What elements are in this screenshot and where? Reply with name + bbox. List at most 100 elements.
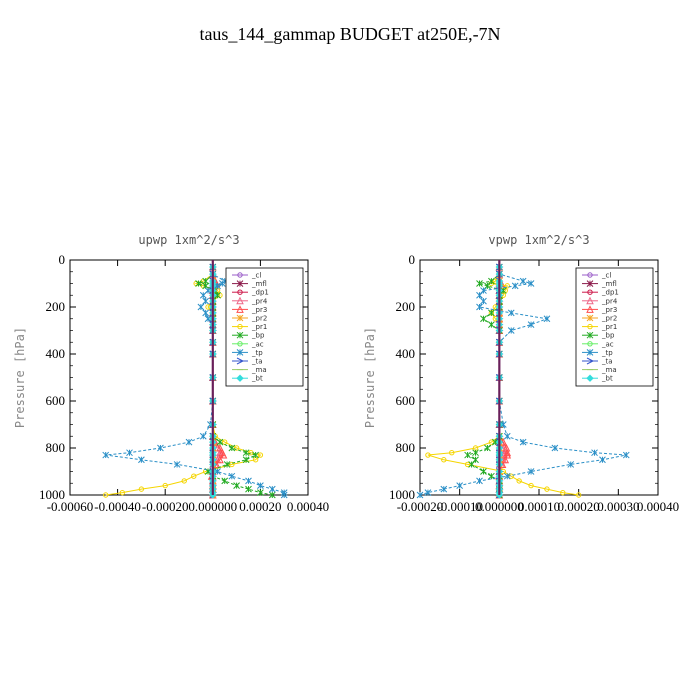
- vpwp-legend-label_pr2: _pr2: [601, 315, 617, 323]
- upwp-point_pr3: [216, 443, 224, 452]
- vpwp-legend-marker_cl: [587, 272, 593, 278]
- vpwp-legend-label_ta: _ta: [601, 358, 613, 366]
- upwp-legend-label_pr4: _pr4: [251, 297, 268, 305]
- vpwp-point_pr1: [516, 478, 522, 484]
- upwp-legend-label_mfl: _mfl: [251, 280, 267, 288]
- upwp-legend-marker_ta: [236, 357, 245, 365]
- upwp-point_bp: [228, 444, 236, 452]
- upwp-legend-label_tp: _tp: [251, 349, 263, 357]
- upwp-point_pr1: [138, 486, 145, 492]
- upwp-legend-label_ac: _ac: [251, 340, 264, 348]
- upwp-point_tp: [199, 432, 207, 440]
- upwp-point_tp: [257, 482, 264, 489]
- upwp-point_tp: [228, 472, 236, 480]
- vpwp-legend-marker_ac: [587, 341, 593, 347]
- upwp-point_tp: [245, 477, 252, 485]
- upwp-legend-label_pr1: _pr1: [251, 323, 267, 331]
- upwp-point_pr1: [191, 473, 197, 479]
- vpwp-point_pr1: [560, 489, 566, 496]
- vpwp-point_tp: [476, 477, 483, 485]
- vpwp-legend-label_bt: _bt: [601, 375, 613, 383]
- vpwp-point_tp: [567, 461, 575, 468]
- vpwp-point_bp: [488, 321, 495, 328]
- vpwp-point_tp: [519, 277, 527, 285]
- upwp-legend-label_cl: _cl: [251, 272, 261, 280]
- vpwp-legend-label_ma: _ma: [601, 366, 617, 374]
- upwp-legend-marker_dp1: [237, 289, 243, 295]
- upwp-point_bp: [214, 291, 221, 299]
- vpwp-legend-marker_mfl: [586, 280, 594, 287]
- vpwp-point_tp: [476, 291, 483, 299]
- vpwp-point_pr1: [544, 486, 550, 492]
- upwp-point_pr3: [219, 450, 228, 459]
- vpwp-point_bp: [472, 456, 479, 464]
- upwp-point_pr4: [216, 450, 224, 459]
- upwp-legend-marker_ac: [237, 341, 243, 347]
- upwp-panel-title: upwp 1xm^2/s^3: [138, 233, 239, 247]
- vpwp-legend-label_dp1: _dp1: [601, 289, 619, 297]
- upwp-legend-marker_cl: [237, 272, 243, 278]
- vpwp-legend-marker_bp: [586, 331, 594, 339]
- vpwp-point_pr1: [504, 283, 510, 289]
- upwp-legend-marker_tp: [236, 349, 244, 356]
- vpwp-xtick-label: -0.00010: [436, 499, 483, 514]
- upwp-legend-marker_pr2: [236, 314, 244, 322]
- vpwp-point_bp: [484, 282, 491, 290]
- upwp-legend-label_bt: _bt: [251, 375, 263, 383]
- upwp-xtick-label: -0.00040: [94, 499, 141, 514]
- vpwp-legend-label_pr4: _pr4: [601, 297, 618, 305]
- upwp-ytick-label: 1000: [39, 487, 65, 502]
- vpwp-point_pr3: [503, 450, 512, 459]
- upwp-point_tp: [204, 315, 212, 323]
- vpwp-point_pr1: [488, 439, 495, 445]
- vpwp-legend-marker_pr4: [586, 296, 594, 305]
- vpwp-legend-marker_tp: [586, 349, 594, 356]
- vpwp-ytick-label: 400: [396, 346, 416, 361]
- upwp-point_pr1: [257, 452, 264, 458]
- vpwp-point_tp: [599, 456, 606, 464]
- upwp-point_bp: [221, 477, 229, 485]
- upwp-point_bp: [252, 451, 259, 459]
- vpwp-legend-label_pr1: _pr1: [601, 323, 617, 331]
- upwp-point_bp: [268, 491, 276, 499]
- vpwp-ytick-label: 200: [396, 299, 416, 314]
- upwp-point_bp: [223, 461, 231, 468]
- vpwp-point_tp: [551, 444, 559, 452]
- vpwp-point_tp: [507, 309, 515, 317]
- vpwp-point_tp: [527, 468, 535, 475]
- upwp-point_pr1: [233, 445, 240, 451]
- vpwp-xtick-label: 0.00040: [637, 499, 679, 514]
- upwp-legend-marker_pr1: [237, 323, 243, 330]
- vpwp-ylabel: Pressure [hPa]: [363, 327, 377, 428]
- upwp-ytick-label: 800: [46, 440, 66, 455]
- vpwp-point_pr1: [449, 450, 455, 456]
- vpwp-point_bp: [484, 444, 491, 452]
- vpwp-point_tp: [440, 485, 448, 493]
- upwp-point_pr1: [119, 489, 126, 496]
- upwp-point_tp: [199, 291, 207, 299]
- upwp-point_tp: [214, 468, 221, 475]
- upwp-legend-label_ma: _ma: [251, 366, 267, 374]
- upwp-ylabel: Pressure [hPa]: [13, 327, 27, 428]
- upwp-legend-marker_bp: [236, 331, 244, 339]
- upwp-point_bp: [242, 449, 250, 457]
- vpwp-legend-marker_pr3: [586, 305, 594, 313]
- vpwp-legend-marker_dp1: [587, 289, 593, 295]
- upwp-point_tp: [197, 303, 205, 311]
- vpwp-point_bp: [488, 309, 495, 317]
- vpwp-point_bp: [472, 449, 479, 457]
- vpwp-panel: vpwp 1xm^2/s^3 0 200 400 600 800 1000-0.00020-…: [363, 233, 679, 514]
- upwp-xtick-label: 0.000000: [188, 499, 237, 514]
- upwp-xtick-label: -0.00020: [142, 499, 189, 514]
- vpwp-ytick-label: 600: [396, 393, 416, 408]
- upwp-point_tp: [202, 297, 210, 305]
- vpwp-point_tp: [507, 327, 515, 334]
- upwp-point_bp: [233, 482, 240, 489]
- upwp-legend-label_ta: _ta: [251, 358, 263, 366]
- vpwp-point_tp: [480, 297, 487, 305]
- vpwp-legend-marker_bt: [586, 374, 594, 382]
- upwp-point_tp: [102, 451, 110, 459]
- upwp-point_tp: [185, 438, 193, 446]
- vpwp-point_tp: [527, 321, 535, 328]
